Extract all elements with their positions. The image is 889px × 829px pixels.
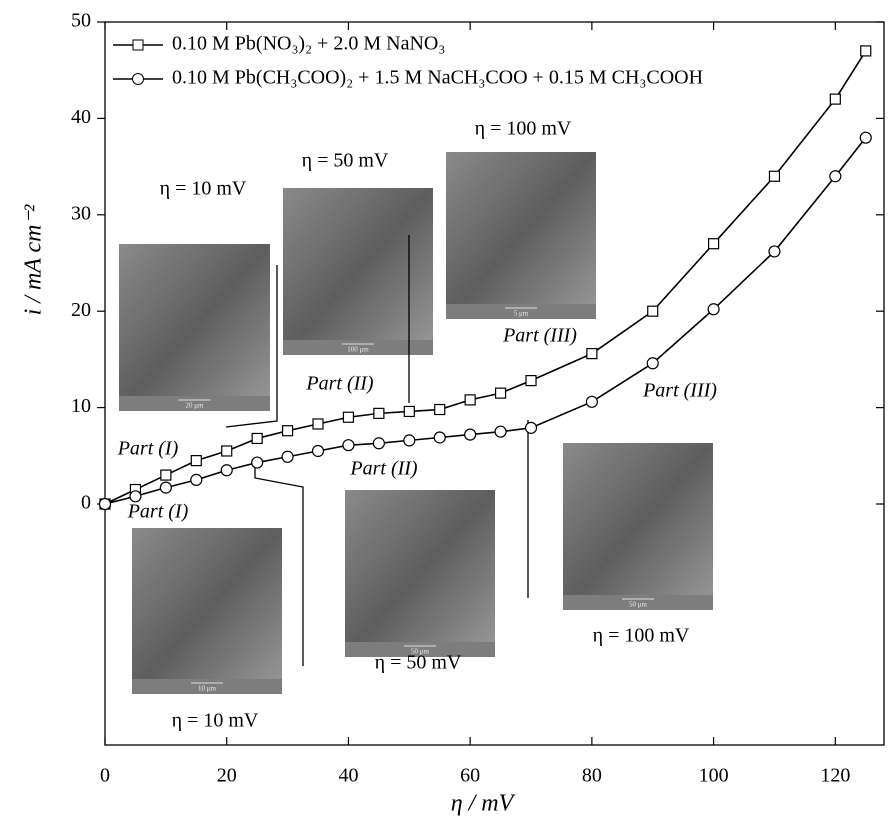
x-tick-label: 120 bbox=[820, 765, 850, 787]
sem-image bbox=[132, 528, 282, 694]
annotation: Part (III) bbox=[502, 325, 577, 347]
sem-image bbox=[563, 443, 713, 610]
annotation: η = 50 mV bbox=[375, 652, 462, 674]
marker bbox=[524, 421, 538, 434]
sem-image bbox=[283, 188, 433, 355]
marker bbox=[312, 418, 324, 430]
x-axis-label: η / mV bbox=[451, 791, 516, 817]
x-tick-label: 100 bbox=[699, 765, 729, 787]
scale-bar-label: 5 μm bbox=[514, 310, 529, 318]
marker bbox=[281, 425, 294, 437]
marker bbox=[373, 407, 385, 419]
legend-label: 0.10 M Pb(NO₃)₂ + 2.0 M NaNO₃ bbox=[172, 33, 445, 55]
annotation: η = 10 mV bbox=[160, 178, 247, 200]
marker bbox=[159, 481, 172, 494]
marker bbox=[768, 245, 781, 258]
marker bbox=[646, 357, 659, 370]
marker bbox=[281, 450, 294, 463]
x-tick-label: 20 bbox=[217, 765, 237, 787]
annotation: η = 100 mV bbox=[593, 625, 690, 647]
marker bbox=[190, 473, 203, 486]
sem-info-bar bbox=[132, 679, 282, 694]
y-axis-label: i / mA cm⁻² bbox=[21, 204, 47, 316]
sem-info-bar bbox=[563, 595, 713, 610]
legend-marker bbox=[132, 73, 144, 85]
y-tick-label: 0 bbox=[81, 492, 91, 514]
marker bbox=[129, 490, 142, 503]
marker bbox=[403, 405, 415, 418]
marker bbox=[220, 464, 233, 477]
scale-bar-label: 10 μm bbox=[198, 685, 217, 693]
scale-bar-label: 50 μm bbox=[629, 601, 648, 609]
sem-info-bar bbox=[446, 304, 596, 319]
scale-bar-label: 20 μm bbox=[186, 402, 205, 410]
sem-image bbox=[119, 244, 270, 411]
connector-line bbox=[254, 462, 304, 666]
annotation: Part (I) bbox=[127, 501, 189, 523]
marker bbox=[403, 434, 416, 447]
marker bbox=[433, 431, 446, 444]
marker bbox=[190, 455, 202, 467]
annotation: Part (II) bbox=[349, 458, 418, 480]
scale-bar-label: 100 μm bbox=[347, 346, 369, 354]
annotation: η = 100 mV bbox=[475, 118, 572, 140]
marker bbox=[342, 439, 355, 452]
marker bbox=[251, 456, 264, 469]
marker bbox=[464, 428, 477, 441]
marker bbox=[494, 425, 507, 438]
x-tick-label: 80 bbox=[582, 765, 602, 787]
marker bbox=[98, 497, 112, 511]
marker bbox=[768, 170, 781, 182]
x-tick-label: 40 bbox=[338, 765, 358, 787]
marker bbox=[464, 394, 476, 406]
marker bbox=[525, 375, 537, 387]
sem-image bbox=[446, 152, 596, 319]
y-tick-label: 20 bbox=[71, 299, 91, 321]
connector-line bbox=[225, 265, 278, 428]
annotation: η = 50 mV bbox=[302, 150, 389, 172]
marker bbox=[707, 303, 720, 316]
marker bbox=[434, 403, 446, 416]
legend-label: 0.10 M Pb(CH₃COO)₂ + 1.5 M NaCH₃COO + 0.… bbox=[172, 67, 703, 89]
annotation: η = 10 mV bbox=[172, 710, 259, 732]
sem-info-bar bbox=[119, 396, 270, 411]
marker bbox=[372, 437, 385, 450]
x-tick-label: 0 bbox=[100, 765, 110, 787]
legend-marker bbox=[132, 39, 144, 51]
sem-info-bar bbox=[283, 340, 433, 355]
marker bbox=[494, 387, 507, 399]
y-tick-label: 10 bbox=[71, 395, 91, 417]
marker bbox=[829, 93, 841, 105]
marker bbox=[647, 305, 659, 317]
annotation: Part (III) bbox=[642, 380, 717, 402]
annotation: Part (II) bbox=[305, 373, 374, 395]
marker bbox=[586, 348, 598, 360]
marker bbox=[160, 469, 172, 481]
sem-image bbox=[345, 490, 495, 657]
sem-info-bar bbox=[345, 642, 495, 657]
marker bbox=[829, 170, 842, 183]
marker bbox=[860, 45, 872, 57]
marker bbox=[585, 395, 598, 408]
marker bbox=[221, 445, 233, 457]
plot-frame bbox=[104, 21, 885, 746]
annotation: Part (I) bbox=[117, 438, 179, 460]
y-tick-label: 50 bbox=[71, 10, 91, 32]
marker bbox=[859, 131, 872, 144]
marker bbox=[251, 432, 263, 445]
marker bbox=[342, 411, 355, 423]
y-tick-label: 40 bbox=[71, 106, 91, 128]
scale-bar-label: 50 μm bbox=[411, 648, 430, 656]
y-tick-label: 30 bbox=[71, 202, 91, 224]
marker bbox=[707, 238, 720, 250]
marker bbox=[311, 444, 325, 458]
x-tick-label: 60 bbox=[460, 765, 480, 787]
